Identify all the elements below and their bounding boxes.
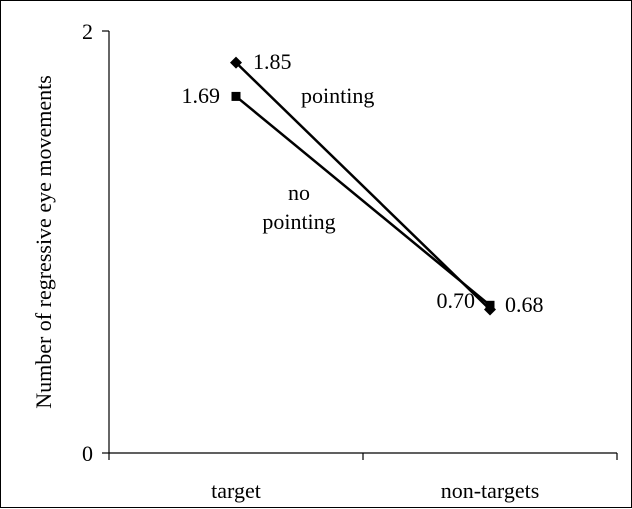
data-label-pointing-non-targets: 0.68 (505, 292, 544, 317)
y-tick-label-bottom: 0 (82, 441, 93, 466)
data-label-no-pointing-non-targets: 0.70 (437, 288, 476, 313)
data-point-pointing-target (230, 56, 242, 69)
series-line-pointing (235, 61, 491, 311)
data-point-no-pointing-non-targets (485, 300, 495, 310)
series-annotation-no-pointing-line1: no (288, 180, 310, 205)
x-tick-label-non-targets: non-targets (441, 478, 540, 503)
x-tick-label-target: target (211, 478, 261, 503)
data-label-no-pointing-target: 1.69 (182, 83, 221, 108)
y-axis-title: Number of regressive eye movements (31, 75, 56, 409)
series-annotation-no-pointing-line2: pointing (262, 209, 335, 234)
y-tick-label-top: 2 (82, 19, 93, 44)
series-line-no-pointing (235, 95, 491, 307)
data-point-no-pointing-target (231, 91, 241, 101)
series-annotation-pointing: pointing (301, 83, 374, 108)
data-label-pointing-target: 1.85 (253, 49, 292, 74)
